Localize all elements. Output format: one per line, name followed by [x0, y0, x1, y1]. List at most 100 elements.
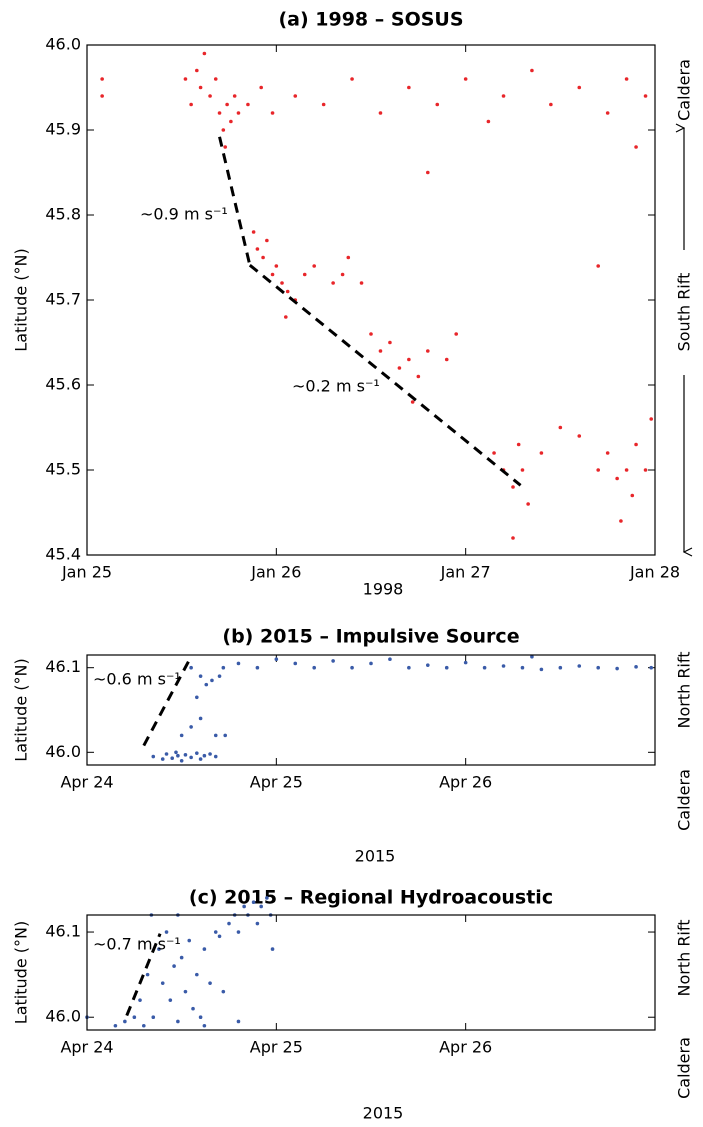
point — [293, 94, 298, 98]
trend-label: ~0.7 m s⁻¹ — [93, 935, 181, 954]
point — [217, 111, 222, 115]
point — [164, 752, 169, 756]
point — [619, 519, 623, 523]
point — [164, 930, 169, 934]
point — [539, 451, 544, 455]
x-tick-label: Apr 25 — [250, 773, 303, 792]
point — [378, 349, 383, 353]
point — [251, 900, 256, 905]
point — [179, 955, 184, 960]
point — [407, 85, 411, 90]
y-tick-label: 46.1 — [45, 657, 81, 676]
panel-title: (a) 1998 – SOSUS — [278, 9, 463, 31]
point — [236, 930, 241, 934]
y-tick-label: 46.1 — [45, 922, 81, 941]
point — [145, 972, 150, 977]
point — [596, 665, 600, 670]
trend-label: ~0.6 m s⁻¹ — [93, 670, 181, 689]
point — [302, 272, 307, 277]
point — [397, 366, 402, 370]
point — [113, 1023, 118, 1028]
point — [100, 94, 104, 98]
point — [232, 94, 237, 98]
point — [172, 964, 176, 968]
panel-title: (b) 2015 – Impulsive Source — [222, 626, 519, 648]
y-tick-label: 45.6 — [45, 375, 81, 394]
point — [624, 468, 629, 472]
point — [217, 674, 222, 678]
side-label: Caldera — [675, 1037, 694, 1099]
point — [539, 667, 544, 672]
point — [605, 451, 610, 455]
point — [284, 315, 288, 319]
side-label: Caldera — [675, 769, 694, 831]
point — [312, 665, 317, 670]
point — [261, 255, 265, 260]
point — [195, 695, 199, 700]
side-label: South Rift — [675, 273, 694, 352]
point — [179, 758, 184, 763]
y-tick-label: 45.8 — [45, 205, 81, 224]
point — [577, 664, 582, 668]
point — [558, 425, 563, 430]
point — [255, 665, 260, 670]
point — [454, 332, 459, 336]
point — [369, 332, 373, 336]
point — [270, 947, 275, 951]
point — [195, 751, 199, 755]
point — [463, 660, 468, 665]
point — [274, 264, 279, 268]
point — [416, 374, 421, 379]
point — [157, 947, 161, 951]
y-axis-label: Latitude (°N) — [12, 921, 31, 1024]
plot-frame — [86, 654, 656, 766]
point — [213, 77, 218, 81]
point — [183, 989, 188, 994]
point — [444, 357, 449, 362]
point — [321, 102, 326, 107]
point — [195, 972, 199, 977]
point — [170, 756, 174, 761]
point — [605, 111, 610, 115]
point — [225, 102, 229, 107]
trend-label: ~0.9 m s⁻¹ — [140, 205, 228, 224]
point — [463, 77, 468, 81]
point — [520, 468, 525, 472]
x-tick-label: Apr 24 — [60, 1038, 113, 1057]
point — [151, 754, 156, 759]
point — [634, 145, 638, 149]
point — [189, 102, 193, 107]
point — [202, 1023, 207, 1028]
point — [221, 665, 226, 670]
point — [176, 1019, 180, 1024]
point — [242, 904, 246, 909]
x-tick-label: Apr 24 — [60, 773, 113, 792]
point — [388, 657, 392, 662]
point — [270, 272, 275, 277]
point — [516, 442, 521, 447]
point — [195, 68, 199, 73]
point — [615, 476, 619, 481]
point — [549, 102, 553, 107]
point — [132, 1015, 137, 1020]
point — [217, 934, 222, 939]
point — [285, 289, 290, 294]
point — [346, 255, 351, 260]
y-tick-label: 46.0 — [45, 1007, 81, 1026]
point — [236, 1019, 241, 1024]
x-tick-label: Jan 27 — [440, 563, 491, 582]
point — [350, 665, 354, 670]
point — [255, 921, 260, 926]
x-tick-label: Jan 28 — [629, 563, 680, 582]
point — [444, 665, 449, 670]
point — [530, 68, 534, 73]
plot-frame — [86, 914, 656, 1031]
y-tick-label: 46.0 — [45, 742, 81, 761]
x-tick-label: Apr 26 — [439, 1038, 492, 1057]
point — [511, 485, 515, 489]
y-tick-label: 46.0 — [45, 35, 81, 54]
point — [649, 665, 654, 670]
point — [577, 434, 582, 438]
point — [340, 272, 345, 277]
